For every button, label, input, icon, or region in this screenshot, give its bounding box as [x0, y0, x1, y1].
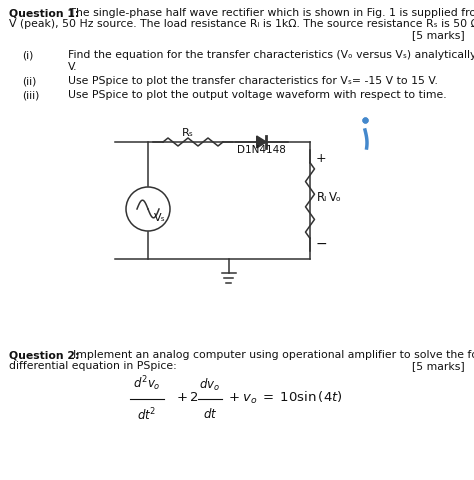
Text: Question 1:: Question 1:	[9, 8, 79, 18]
Text: [5 marks]: [5 marks]	[412, 360, 465, 370]
Text: +: +	[316, 152, 327, 165]
Text: V (peak), 50 Hz source. The load resistance Rₗ is 1kΩ. The source resistance Rₛ : V (peak), 50 Hz source. The load resista…	[9, 19, 474, 29]
Text: $dv_o$: $dv_o$	[200, 376, 220, 392]
Text: Use PSpice to plot the transfer characteristics for Vₛ= -15 V to 15 V.: Use PSpice to plot the transfer characte…	[68, 76, 438, 86]
Polygon shape	[257, 137, 266, 149]
Text: $+\,2$: $+\,2$	[176, 391, 199, 404]
Text: V.: V.	[68, 62, 78, 72]
Text: (ii): (ii)	[22, 76, 36, 86]
Text: $dt$: $dt$	[203, 406, 217, 420]
Text: The single-phase half wave rectifier which is shown in Fig. 1 is supplied from a: The single-phase half wave rectifier whi…	[66, 8, 474, 18]
Text: (i): (i)	[22, 50, 33, 60]
Text: −: −	[316, 237, 328, 251]
Text: Rₗ: Rₗ	[317, 191, 327, 204]
Text: [5 marks]: [5 marks]	[412, 30, 465, 40]
Text: $+\;v_o\;=\;10\mathrm{sin}\,(4t)$: $+\;v_o\;=\;10\mathrm{sin}\,(4t)$	[228, 389, 343, 405]
Text: Implement an analog computer using operational amplifier to solve the following: Implement an analog computer using opera…	[66, 349, 474, 359]
Text: Vₛ: Vₛ	[154, 213, 166, 223]
Text: Find the equation for the transfer characteristics (Vₒ versus Vₛ) analytically. : Find the equation for the transfer chara…	[68, 50, 474, 60]
Text: $d^2v_o$: $d^2v_o$	[133, 373, 161, 392]
Text: (iii): (iii)	[22, 90, 39, 100]
Text: D1N4148: D1N4148	[237, 144, 286, 155]
Text: Use PSpice to plot the output voltage waveform with respect to time.: Use PSpice to plot the output voltage wa…	[68, 90, 447, 100]
Text: Question 2:: Question 2:	[9, 349, 80, 359]
Text: differential equation in PSpice:: differential equation in PSpice:	[9, 360, 177, 370]
Text: Rₛ: Rₛ	[182, 128, 194, 138]
Text: $dt^2$: $dt^2$	[137, 406, 157, 423]
Text: Vₒ: Vₒ	[329, 191, 342, 204]
